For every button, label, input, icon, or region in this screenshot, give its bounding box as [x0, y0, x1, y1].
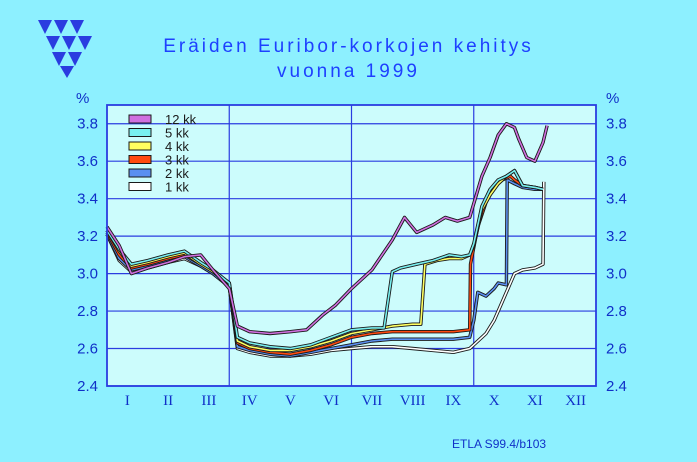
- y-unit-right: %: [606, 90, 620, 107]
- y-tick-label-right: 2.4: [606, 378, 627, 395]
- legend-swatch: [128, 114, 152, 124]
- etla-triangles-logo: [38, 20, 92, 78]
- x-tick-label: X: [489, 393, 500, 409]
- series-line: [106, 122, 548, 335]
- y-tick-label-left: 3.8: [77, 116, 98, 133]
- y-tick-label-right: 3.0: [606, 266, 627, 283]
- x-tick-label: VIII: [400, 393, 426, 409]
- y-tick-label-left: 3.4: [77, 191, 98, 208]
- plot-frame: [106, 104, 597, 387]
- x-tick-label: VI: [323, 393, 339, 409]
- legend-swatch: [128, 168, 152, 178]
- legend: 12 kk5 kk4 kk3 kk2 kk1 kk: [128, 112, 197, 195]
- legend-label: 3 kk: [165, 153, 189, 168]
- x-tick-label: XII: [565, 393, 586, 409]
- legend-swatch: [128, 155, 152, 164]
- y-tick-label-right: 3.8: [606, 116, 627, 133]
- x-tick-label: I: [125, 393, 130, 409]
- x-tick-label: IV: [242, 393, 258, 409]
- y-tick-label-right: 3.4: [606, 191, 627, 208]
- y-tick-label-right: 3.2: [606, 228, 627, 245]
- x-tick-label: IX: [445, 393, 461, 409]
- x-tick-label: III: [201, 393, 216, 409]
- y-tick-label-left: 2.4: [77, 378, 98, 395]
- y-tick-label-right: 3.6: [606, 153, 627, 170]
- legend-label: 2 kk: [165, 166, 189, 181]
- y-tick-label-left: 3.0: [77, 266, 98, 283]
- x-tick-label: II: [163, 393, 173, 409]
- y-tick-label-left: 2.8: [77, 303, 98, 320]
- y-tick-label-right: 2.8: [606, 303, 627, 320]
- x-tick-label: VII: [361, 393, 382, 409]
- y-tick-label-right: 2.6: [606, 341, 627, 358]
- legend-swatch: [128, 182, 152, 191]
- legend-label: 1 kk: [165, 180, 189, 195]
- x-tick-label: XI: [527, 393, 543, 409]
- y-unit-left: %: [76, 90, 90, 107]
- y-axis-right: 2.4 2.6 2.8 3.0 3.2 3.4 3.6 3.8: [606, 116, 627, 395]
- legend-swatch: [128, 128, 152, 137]
- y-tick-label-left: 2.6: [77, 341, 98, 358]
- legend-label: 5 kk: [165, 126, 189, 141]
- y-tick-label-left: 3.6: [77, 153, 98, 170]
- legend-label: 4 kk: [165, 139, 189, 154]
- source-credit: ETLA S99.4/b103: [452, 437, 547, 451]
- chart-title-line1: Eräiden Euribor-korkojen kehitys: [163, 36, 534, 57]
- chart-title-line2: vuonna 1999: [277, 61, 420, 82]
- series-lines: [105, 121, 549, 358]
- y-axis-left: 2.4 2.6 2.8 3.0 3.2 3.4 3.6 3.8: [77, 116, 98, 395]
- legend-label: 12 kk: [165, 112, 197, 127]
- legend-swatch: [128, 141, 152, 151]
- x-tick-label: V: [285, 393, 296, 409]
- y-tick-label-left: 3.2: [77, 228, 98, 245]
- x-axis: I II III IV V VI VII VIII IX X XI XII: [125, 393, 586, 409]
